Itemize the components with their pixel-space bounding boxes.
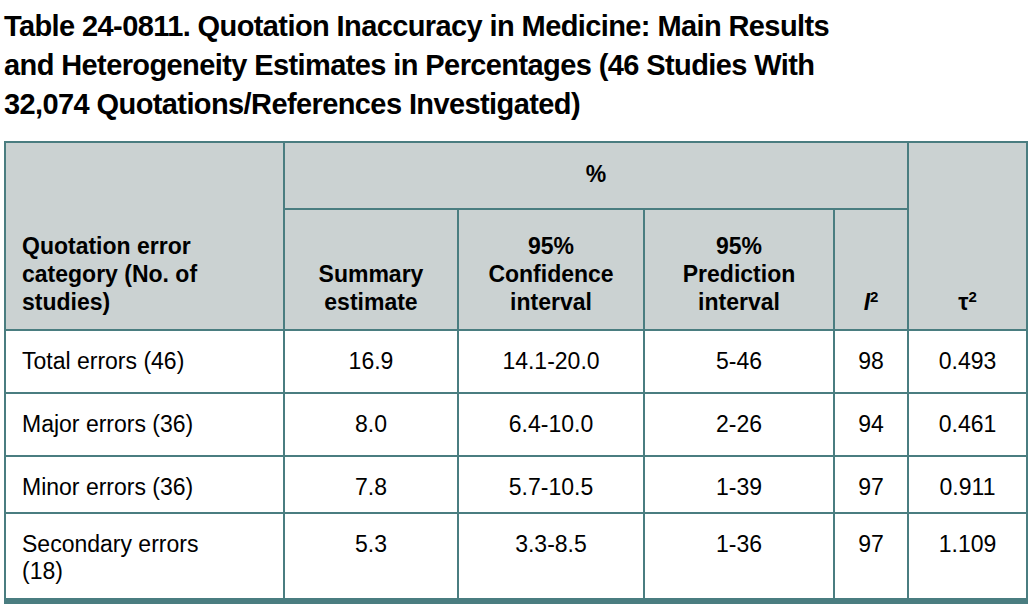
table-title-line-1: Table 24-0811. Quotation Inaccuracy in M… <box>4 7 1030 46</box>
table-row-minor-errors: Minor errors (36) 7.8 5.7-10.5 1-39 97 0… <box>5 456 1027 513</box>
cell-confidence-interval: 14.1-20.0 <box>458 330 644 393</box>
cell-i-squared: 97 <box>834 513 908 601</box>
col-header-percent-group: % <box>284 142 908 209</box>
cell-tau-squared: 0.461 <box>908 393 1027 456</box>
cell-tau-squared: 0.911 <box>908 456 1027 513</box>
cell-category: Minor errors (36) <box>5 456 284 513</box>
cell-prediction-interval: 1-36 <box>644 513 834 601</box>
table-title: Table 24-0811. Quotation Inaccuracy in M… <box>4 7 1030 124</box>
cell-prediction-interval: 2-26 <box>644 393 834 456</box>
cell-prediction-interval: 1-39 <box>644 456 834 513</box>
table-row-secondary-errors: Secondary errors (18) 5.3 3.3-8.5 1-36 9… <box>5 513 1027 601</box>
cell-confidence-interval: 5.7-10.5 <box>458 456 644 513</box>
tau-symbol: τ <box>958 289 968 315</box>
cell-category: Major errors (36) <box>5 393 284 456</box>
cell-tau-squared: 1.109 <box>908 513 1027 601</box>
cell-tau-squared: 0.493 <box>908 330 1027 393</box>
header-row-group: Quotation error category (No. of studies… <box>5 142 1027 209</box>
col-header-prediction-interval: 95% Prediction interval <box>644 209 834 330</box>
cell-confidence-interval: 6.4-10.0 <box>458 393 644 456</box>
cell-i-squared: 97 <box>834 456 908 513</box>
cell-summary-estimate: 5.3 <box>284 513 458 601</box>
col-header-category: Quotation error category (No. of studies… <box>5 142 284 330</box>
cell-summary-estimate: 7.8 <box>284 456 458 513</box>
table-title-line-2: and Heterogeneity Estimates in Percentag… <box>4 46 1030 85</box>
table-title-line-3: 32,074 Quotations/References Investigate… <box>4 85 1030 124</box>
col-header-confidence-interval: 95% Confidence interval <box>458 209 644 330</box>
cell-confidence-interval: 3.3-8.5 <box>458 513 644 601</box>
col-header-summary-estimate: Summary estimate <box>284 209 458 330</box>
cell-category: Total errors (46) <box>5 330 284 393</box>
cell-summary-estimate: 8.0 <box>284 393 458 456</box>
cell-i-squared: 94 <box>834 393 908 456</box>
cell-summary-estimate: 16.9 <box>284 330 458 393</box>
table-row-total-errors: Total errors (46) 16.9 14.1-20.0 5-46 98… <box>5 330 1027 393</box>
col-header-tau-squared: τ2 <box>908 142 1027 330</box>
i-superscript: 2 <box>870 288 878 305</box>
results-table: Quotation error category (No. of studies… <box>4 141 1028 604</box>
cell-prediction-interval: 5-46 <box>644 330 834 393</box>
table-row-major-errors: Major errors (36) 8.0 6.4-10.0 2-26 94 0… <box>5 393 1027 456</box>
cell-category: Secondary errors (18) <box>5 513 284 601</box>
cell-i-squared: 98 <box>834 330 908 393</box>
tau-superscript: 2 <box>968 288 976 305</box>
col-header-i-squared: I2 <box>834 209 908 330</box>
